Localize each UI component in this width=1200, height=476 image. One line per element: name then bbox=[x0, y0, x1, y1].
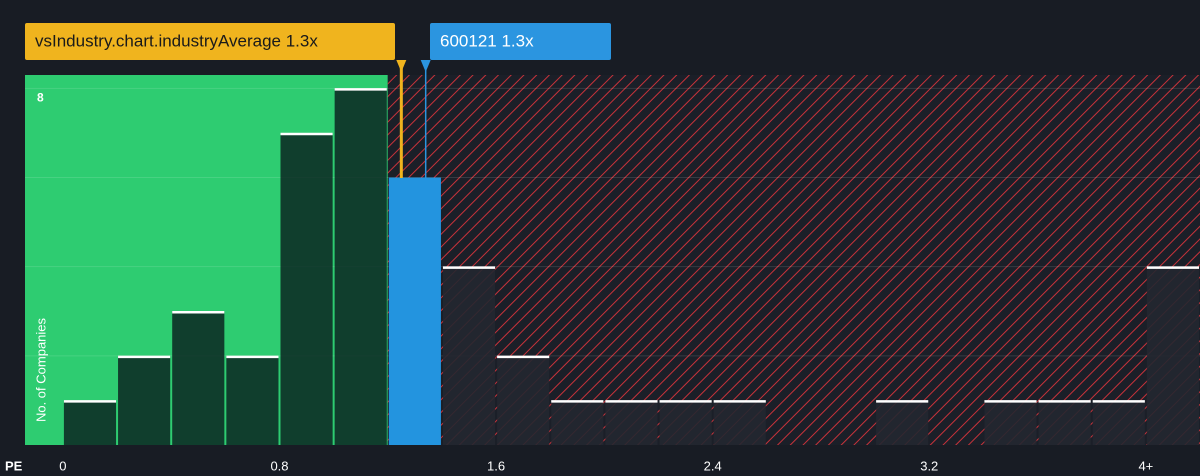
x-axis-label: PE bbox=[5, 458, 23, 473]
x-tick-label: 2.4 bbox=[704, 458, 722, 473]
bar bbox=[1092, 400, 1145, 445]
x-tick-label: 0.8 bbox=[270, 458, 288, 473]
y-tick-label: 8 bbox=[37, 91, 44, 105]
x-tick-label: 3.2 bbox=[920, 458, 938, 473]
annotation-pointer bbox=[420, 60, 431, 72]
annotation-box bbox=[430, 23, 611, 60]
bar bbox=[280, 132, 333, 445]
x-tick-label: 0 bbox=[59, 458, 66, 473]
bar bbox=[659, 400, 712, 445]
bar bbox=[442, 266, 496, 445]
bar bbox=[551, 400, 604, 445]
bar bbox=[1146, 266, 1199, 445]
bar bbox=[63, 400, 117, 445]
bar bbox=[984, 400, 1037, 445]
bar bbox=[172, 311, 225, 445]
bar bbox=[388, 177, 441, 445]
bar bbox=[497, 355, 550, 445]
y-axis-label: No. of Companies bbox=[33, 317, 48, 422]
bar bbox=[605, 400, 658, 445]
bar bbox=[118, 355, 171, 445]
bar bbox=[876, 400, 929, 445]
bar bbox=[1038, 400, 1091, 445]
x-tick-label: 1.6 bbox=[487, 458, 505, 473]
bar bbox=[713, 400, 766, 445]
bar bbox=[334, 88, 387, 445]
annotation-box bbox=[25, 23, 395, 60]
annotation-label: 600121 1.3x bbox=[440, 31, 534, 50]
x-tick-label: 4+ bbox=[1138, 458, 1153, 473]
annotation-pointer bbox=[396, 60, 407, 72]
annotation-label: vsIndustry.chart.industryAverage 1.3x bbox=[35, 31, 318, 50]
bar bbox=[226, 355, 279, 445]
